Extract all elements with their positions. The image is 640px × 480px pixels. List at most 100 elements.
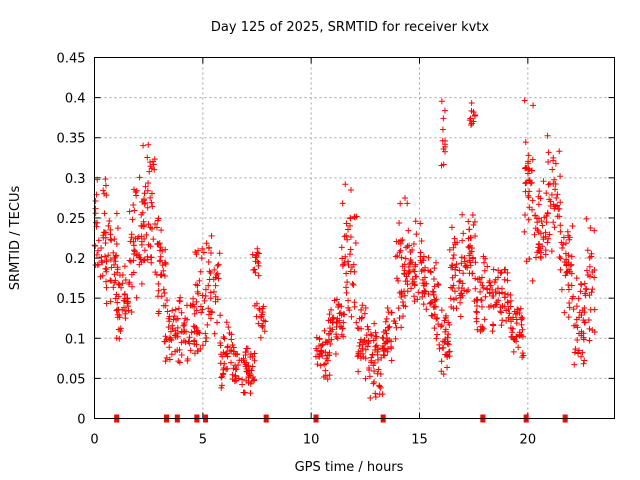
y-tick-label: 0.35: [57, 132, 86, 147]
data-point: [420, 253, 427, 260]
data-point: [114, 264, 121, 271]
data-point: [373, 333, 380, 340]
data-point: [529, 206, 536, 213]
data-point: [345, 261, 352, 268]
data-point: [212, 274, 219, 281]
data-point: [165, 324, 172, 331]
data-point: [584, 247, 591, 254]
data-point: [145, 241, 152, 248]
data-point: [142, 199, 149, 206]
data-point: [438, 358, 445, 365]
data-point: [201, 297, 208, 304]
data-point: [239, 381, 246, 388]
data-point: [477, 288, 484, 295]
data-point: [549, 166, 556, 173]
data-point: [372, 329, 379, 336]
data-point: [384, 346, 391, 353]
data-point: [161, 273, 168, 280]
data-point: [411, 293, 418, 300]
data-point: [398, 254, 405, 261]
data-point: [321, 327, 328, 334]
data-point: [347, 246, 354, 253]
data-point: [527, 180, 534, 187]
data-point: [183, 302, 190, 309]
data-point: [162, 246, 169, 253]
data-point: [522, 212, 529, 219]
data-point: [326, 352, 333, 359]
data-point: [329, 326, 336, 333]
data-point: [186, 334, 193, 341]
data-point: [433, 296, 440, 303]
data-point: [115, 293, 122, 300]
data-point: [522, 188, 529, 195]
data-point: [586, 325, 593, 332]
data-point: [227, 348, 234, 355]
data-point: [206, 268, 213, 275]
data-point: [526, 256, 533, 263]
data-point: [344, 279, 351, 286]
data-point: [498, 309, 505, 316]
data-point: [212, 282, 219, 289]
data-point: [224, 365, 231, 372]
data-point: [247, 351, 254, 358]
data-point: [417, 257, 424, 264]
data-point: [457, 299, 464, 306]
data-point: [571, 349, 578, 356]
data-point: [129, 283, 136, 290]
data-point: [220, 333, 227, 340]
data-point: [449, 262, 456, 269]
data-point: [103, 268, 110, 275]
data-point: [501, 294, 508, 301]
data-point: [202, 293, 209, 300]
data-point: [508, 333, 515, 340]
data-point: [343, 284, 350, 291]
data-point: [125, 299, 132, 306]
data-point: [448, 224, 455, 231]
data-point: [431, 283, 438, 290]
data-point: [314, 361, 321, 368]
data-point: [495, 267, 502, 274]
data-point: [154, 293, 161, 300]
data-point: [213, 271, 220, 278]
data-point: [199, 292, 206, 299]
data-point: [113, 335, 120, 342]
data-point: [153, 224, 160, 231]
data-point: [151, 166, 158, 173]
data-point: [101, 210, 108, 217]
data-point: [554, 191, 561, 198]
data-point: [106, 217, 113, 224]
data-point: [466, 252, 473, 259]
data-point: [450, 282, 457, 289]
data-point: [328, 306, 335, 313]
data-point: [252, 269, 259, 276]
data-point: [155, 287, 162, 294]
data-point: [233, 377, 240, 384]
data-point: [147, 254, 154, 261]
data-point: [521, 97, 528, 104]
data-point: [141, 235, 148, 242]
data-point: [119, 280, 126, 287]
data-point: [98, 244, 105, 251]
data-point: [473, 302, 480, 309]
data-point: [383, 330, 390, 337]
data-point: [547, 198, 554, 205]
data-point: [356, 315, 363, 322]
data-point: [404, 288, 411, 295]
data-point: [199, 342, 206, 349]
data-point: [534, 227, 541, 234]
data-point: [584, 267, 591, 274]
data-point: [150, 161, 157, 168]
data-point: [215, 261, 222, 268]
data-point: [504, 269, 511, 276]
data-point: [132, 235, 139, 242]
data-point: [480, 253, 487, 260]
data-point: [582, 285, 589, 292]
data-point: [167, 335, 174, 342]
data-point: [570, 293, 577, 300]
data-point: [536, 188, 543, 195]
data-point: [147, 163, 154, 170]
data-point: [262, 318, 269, 325]
data-point: [119, 271, 126, 278]
data-point: [197, 268, 204, 275]
data-point: [580, 360, 587, 367]
